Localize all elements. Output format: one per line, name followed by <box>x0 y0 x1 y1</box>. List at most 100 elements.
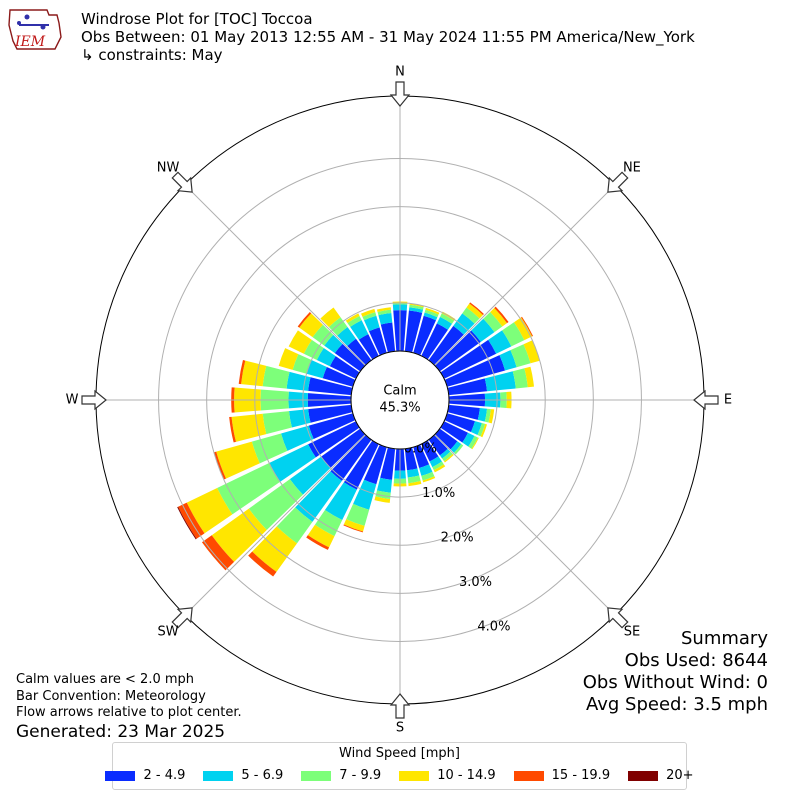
notes-block: Calm values are < 2.0 mph Bar Convention… <box>16 672 242 742</box>
windrose-bar-segment <box>216 441 260 479</box>
windrose-bar-segment <box>213 451 226 480</box>
windrose-bar-segment <box>490 307 507 327</box>
windrose-bar-segment <box>329 356 360 379</box>
windrose-bar-segment <box>499 350 517 371</box>
windrose-bar-segment <box>312 324 334 346</box>
windrose-bar-segment <box>374 496 391 503</box>
windrose-bar-segment <box>404 310 423 353</box>
windrose-bar-segment <box>361 308 376 317</box>
windrose-bar-segment <box>447 404 480 420</box>
direction-label: NW <box>157 161 180 176</box>
windrose-bar-segment <box>435 428 458 450</box>
windrose-bar-segment <box>454 444 464 455</box>
windrose-bar-segment <box>343 440 379 490</box>
windrose-bar-segment <box>281 425 314 451</box>
windrose-bar-segment <box>308 421 360 458</box>
windrose-bar-segment <box>375 490 391 500</box>
windrose-bar-segment <box>442 451 453 462</box>
windrose-bar-segment <box>346 503 370 526</box>
summary-block: Summary Obs Used: 8644 Obs Without Wind:… <box>583 628 768 716</box>
windrose-bar-segment <box>432 461 444 471</box>
windrose-bar-segment <box>347 315 362 327</box>
windrose-bar-segment <box>444 413 475 433</box>
windrose-bar-segment <box>483 312 503 333</box>
logo-dot <box>17 21 21 25</box>
windrose-bar-segment <box>484 371 516 392</box>
windrose-bar-segment <box>453 313 475 335</box>
windrose-bar-segment <box>409 304 424 310</box>
flow-arrow-icon <box>81 389 107 411</box>
windrose-bar-segment <box>419 464 433 476</box>
windrose-bar-segment <box>229 416 236 443</box>
angular-gridline <box>434 184 616 366</box>
windrose-bar-segment <box>470 421 482 436</box>
windrose-bar-segment <box>306 360 327 379</box>
windrose-bar-segment <box>350 320 369 340</box>
windrose-bar-segment <box>444 454 454 463</box>
legend-swatch <box>628 770 659 781</box>
calm-center: Calm 45.3% <box>350 350 450 450</box>
windrose-bar-segment <box>321 428 365 468</box>
windrose-bar-segment <box>307 524 335 548</box>
windrose-bar-segment <box>324 334 343 354</box>
windrose-bar-segment <box>502 322 525 347</box>
windrose-bar-segment <box>462 432 475 447</box>
windrose-bar-segment <box>512 368 528 389</box>
angular-gridline <box>184 184 366 366</box>
legend-swatch <box>301 770 332 781</box>
windrose-bar-segment <box>407 468 420 478</box>
windrose-bar-segment <box>201 535 235 571</box>
logo-text: IEM <box>14 34 46 50</box>
windrose-bar-segment <box>521 316 534 337</box>
windrose-bar-segment <box>468 435 478 449</box>
angular-gridline <box>434 434 616 616</box>
direction-label: E <box>724 393 732 408</box>
windrose-bar-segment <box>358 334 379 360</box>
windrose-bar-segment <box>295 471 342 522</box>
legend-label: 5 - 6.9 <box>241 768 284 783</box>
windrose-bar-segment <box>435 330 481 372</box>
calm-label: Calm <box>383 384 416 399</box>
windrose-bar-segment <box>343 524 364 533</box>
windrose-bar-segment <box>440 421 468 443</box>
windrose-bar-segment <box>462 307 480 324</box>
windrose-bar-segment <box>471 318 495 342</box>
windrose-bar-segment <box>278 348 299 370</box>
windrose-bar-segment <box>424 309 439 318</box>
windrose-bar-segment <box>469 302 484 316</box>
flow-arrow-icon <box>693 389 719 411</box>
windrose-bar-segment <box>353 479 377 510</box>
windrose-bar-segment <box>306 535 330 550</box>
chart-title: Windrose Plot for [TOC] Toccoa <box>81 10 313 28</box>
legend-item: 7 - 9.9 <box>301 768 381 783</box>
windrose-bar-segment <box>231 413 267 442</box>
windrose-bar-segment <box>423 312 438 321</box>
windrose-bar-segment <box>433 464 446 473</box>
windrose-bar-segment <box>439 448 451 459</box>
windrose-bar-segment <box>421 471 435 481</box>
windrose-bar-segment <box>477 423 486 437</box>
windrose-bar-segment <box>378 312 393 325</box>
flow-arrow-icon <box>171 607 193 629</box>
angular-gridline <box>184 434 366 616</box>
windrose-bar-segment <box>377 309 392 316</box>
windrose-bar-segment <box>523 340 540 364</box>
radial-tick-label: 4.0% <box>477 619 510 634</box>
windrose-bar-segment <box>408 307 424 313</box>
windrose-bar-segment <box>347 338 372 365</box>
windrose-bar-segment <box>409 303 424 308</box>
legend-item: 2 - 4.9 <box>105 768 185 783</box>
windrose-bar-segment <box>380 447 396 480</box>
windrose-bar-segment <box>286 371 311 391</box>
windrose-bar-segment <box>288 330 312 354</box>
direction-label: S <box>396 721 404 736</box>
flow-arrow-icon <box>389 81 411 107</box>
chart-constraints: ↳ constraints: May <box>81 46 223 64</box>
windrose-bar-segment <box>177 506 197 540</box>
calm-circle <box>350 350 450 450</box>
windrose-bar-segment <box>510 344 531 368</box>
flow-arrows <box>81 81 719 719</box>
windrose-bar-segment <box>408 481 422 487</box>
legend-swatch <box>105 770 136 781</box>
